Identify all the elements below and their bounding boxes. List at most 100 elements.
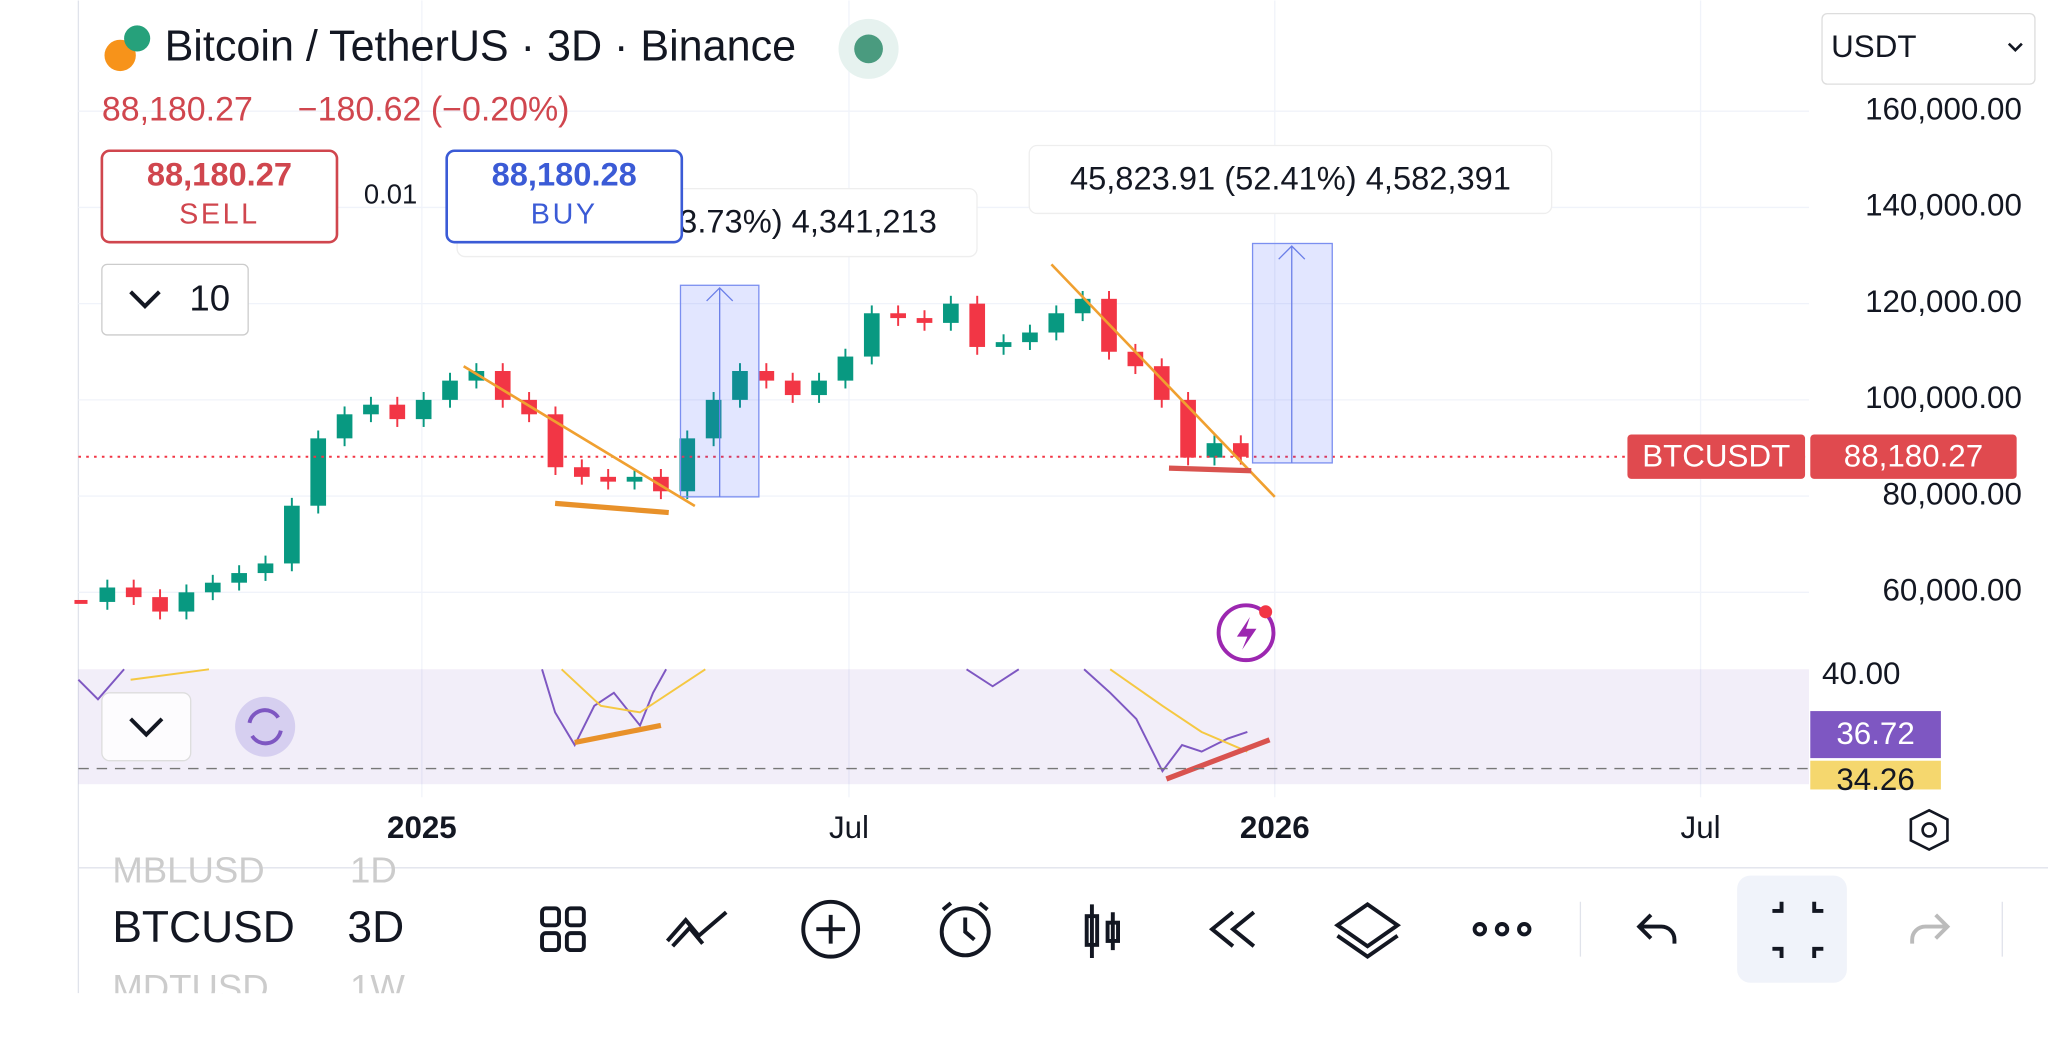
- candle: [863, 313, 880, 357]
- quantity: 10: [189, 278, 230, 319]
- trend-line: [462, 365, 696, 508]
- drawing-icon[interactable]: [665, 910, 728, 948]
- candle: [389, 404, 406, 420]
- symbol-tag-label: BTCUSDT: [1642, 438, 1790, 473]
- badge: [1259, 605, 1273, 619]
- chevron: [129, 717, 164, 738]
- candle: [415, 399, 432, 420]
- candle: [1232, 443, 1249, 457]
- rsi-tag: [1810, 760, 1941, 790]
- y-tick-label: 120,000.00: [1865, 284, 2022, 319]
- candle: [204, 582, 221, 593]
- support-line: [554, 500, 669, 516]
- settings-dot: [1921, 822, 1937, 838]
- candle: [1206, 443, 1223, 458]
- candle: [943, 303, 959, 323]
- layout-icon[interactable]: [540, 906, 586, 953]
- rsi-tag: [1810, 711, 1941, 759]
- candle: [1048, 313, 1065, 333]
- candle: [916, 318, 933, 323]
- candle: [231, 573, 247, 583]
- rsi-ma: [130, 668, 1248, 753]
- last-price: 88,180.27: [102, 91, 253, 129]
- annotation: 3.73%) 4,341,213: [679, 203, 937, 240]
- rsi-value: 36.72: [1836, 716, 1914, 751]
- currency-select[interactable]: [1821, 12, 2036, 85]
- symbol[interactable]: BTCUSD: [112, 903, 295, 952]
- y-tick-label: 60,000.00: [1883, 573, 2022, 608]
- candle: [442, 380, 458, 400]
- candle: [468, 371, 485, 381]
- add-icon[interactable]: [801, 899, 861, 959]
- rsi-tick-label: 40.00: [1822, 656, 1900, 691]
- buy-label: BUY: [531, 199, 598, 231]
- layers-icon[interactable]: [1334, 902, 1401, 960]
- fullscreen-button[interactable]: [1737, 875, 1847, 983]
- status-dot: [854, 34, 883, 64]
- candle: [284, 505, 300, 564]
- candle: [784, 380, 801, 396]
- candle: [573, 467, 590, 477]
- candle: [969, 303, 986, 347]
- symbol-title[interactable]: Bitcoin / TetherUS · 3D · Binance: [165, 22, 797, 70]
- bolt: [1236, 617, 1257, 650]
- rsi-pane: [78, 669, 1809, 785]
- candle: [679, 438, 696, 492]
- interval-faded: 1D: [350, 850, 397, 891]
- support-line: [1168, 465, 1252, 474]
- candle: [125, 587, 142, 598]
- alert-icon[interactable]: [939, 901, 991, 958]
- candle: [336, 414, 353, 439]
- candle: [995, 342, 1012, 347]
- replay-icon[interactable]: [1208, 910, 1256, 948]
- chevron: [129, 290, 161, 309]
- buy-button[interactable]: [445, 149, 684, 244]
- logo-box[interactable]: [101, 692, 192, 762]
- buy-price: 88,180.28: [492, 156, 637, 193]
- candle: [705, 399, 722, 439]
- candle: [1022, 332, 1038, 343]
- bottom-bar: [0, 993, 2048, 1046]
- refresh-button[interactable]: [235, 696, 296, 757]
- y-tick-label: 100,000.00: [1865, 380, 2022, 415]
- toolbar-icons: [540, 899, 1677, 960]
- candle: [178, 592, 195, 612]
- candle: [758, 371, 775, 381]
- arrow-head: [1278, 245, 1306, 260]
- trend-line: [1050, 263, 1276, 498]
- interval[interactable]: 3D: [347, 903, 404, 952]
- price-tag-label: 88,180.27: [1844, 438, 1983, 473]
- more-icon[interactable]: [1472, 922, 1532, 937]
- rsi-value: 34.26: [1836, 762, 1914, 797]
- symbol-tag: [1627, 434, 1806, 479]
- x-tick-label: 2025: [387, 810, 457, 845]
- candle: [626, 476, 643, 482]
- redo-icon[interactable]: [1910, 913, 1951, 944]
- symbol-faded: MBLUSD: [112, 850, 264, 891]
- candle: [99, 587, 116, 602]
- sell-price: 88,180.27: [147, 156, 292, 193]
- candle: [837, 356, 854, 381]
- undo-icon[interactable]: [1636, 913, 1677, 944]
- currency: USDT: [1831, 29, 1916, 64]
- candle: [811, 380, 827, 396]
- x-tick-label: Jul: [829, 810, 869, 845]
- indicator-icon[interactable]: [1084, 904, 1120, 958]
- spread: 0.01: [364, 179, 417, 210]
- price-change: −180.62 (−0.20%): [298, 91, 570, 129]
- y-tick-label: 140,000.00: [1865, 188, 2022, 223]
- sell-label: SELL: [179, 199, 260, 231]
- collapse-icon: [1772, 901, 1824, 958]
- refresh-icon: [247, 708, 283, 746]
- candle: [257, 563, 274, 574]
- quantity-select[interactable]: [101, 263, 249, 336]
- sell-button[interactable]: [100, 149, 339, 244]
- x-tick-label: 2026: [1240, 810, 1310, 845]
- price-tag: [1810, 434, 2017, 479]
- settings-icon[interactable]: [1909, 808, 1949, 851]
- candle: [152, 597, 168, 612]
- arrow-head: [706, 286, 734, 302]
